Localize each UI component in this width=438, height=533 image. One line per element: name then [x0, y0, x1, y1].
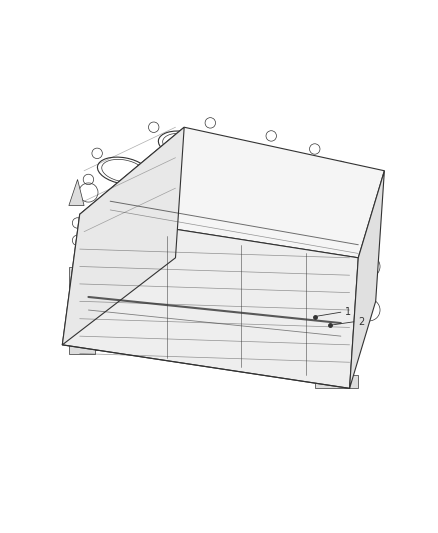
Circle shape [235, 248, 247, 259]
Circle shape [92, 239, 103, 251]
FancyBboxPatch shape [315, 375, 358, 389]
Circle shape [292, 365, 303, 377]
Circle shape [157, 348, 168, 359]
Polygon shape [350, 171, 385, 389]
Polygon shape [80, 127, 385, 258]
Circle shape [92, 339, 103, 351]
Circle shape [170, 239, 181, 251]
Text: 2: 2 [358, 317, 364, 327]
Circle shape [226, 357, 238, 368]
FancyBboxPatch shape [69, 341, 95, 353]
Polygon shape [69, 180, 84, 206]
Polygon shape [62, 127, 184, 345]
Polygon shape [62, 214, 358, 389]
Circle shape [300, 256, 312, 268]
Text: 1: 1 [345, 307, 351, 317]
Polygon shape [69, 266, 97, 293]
